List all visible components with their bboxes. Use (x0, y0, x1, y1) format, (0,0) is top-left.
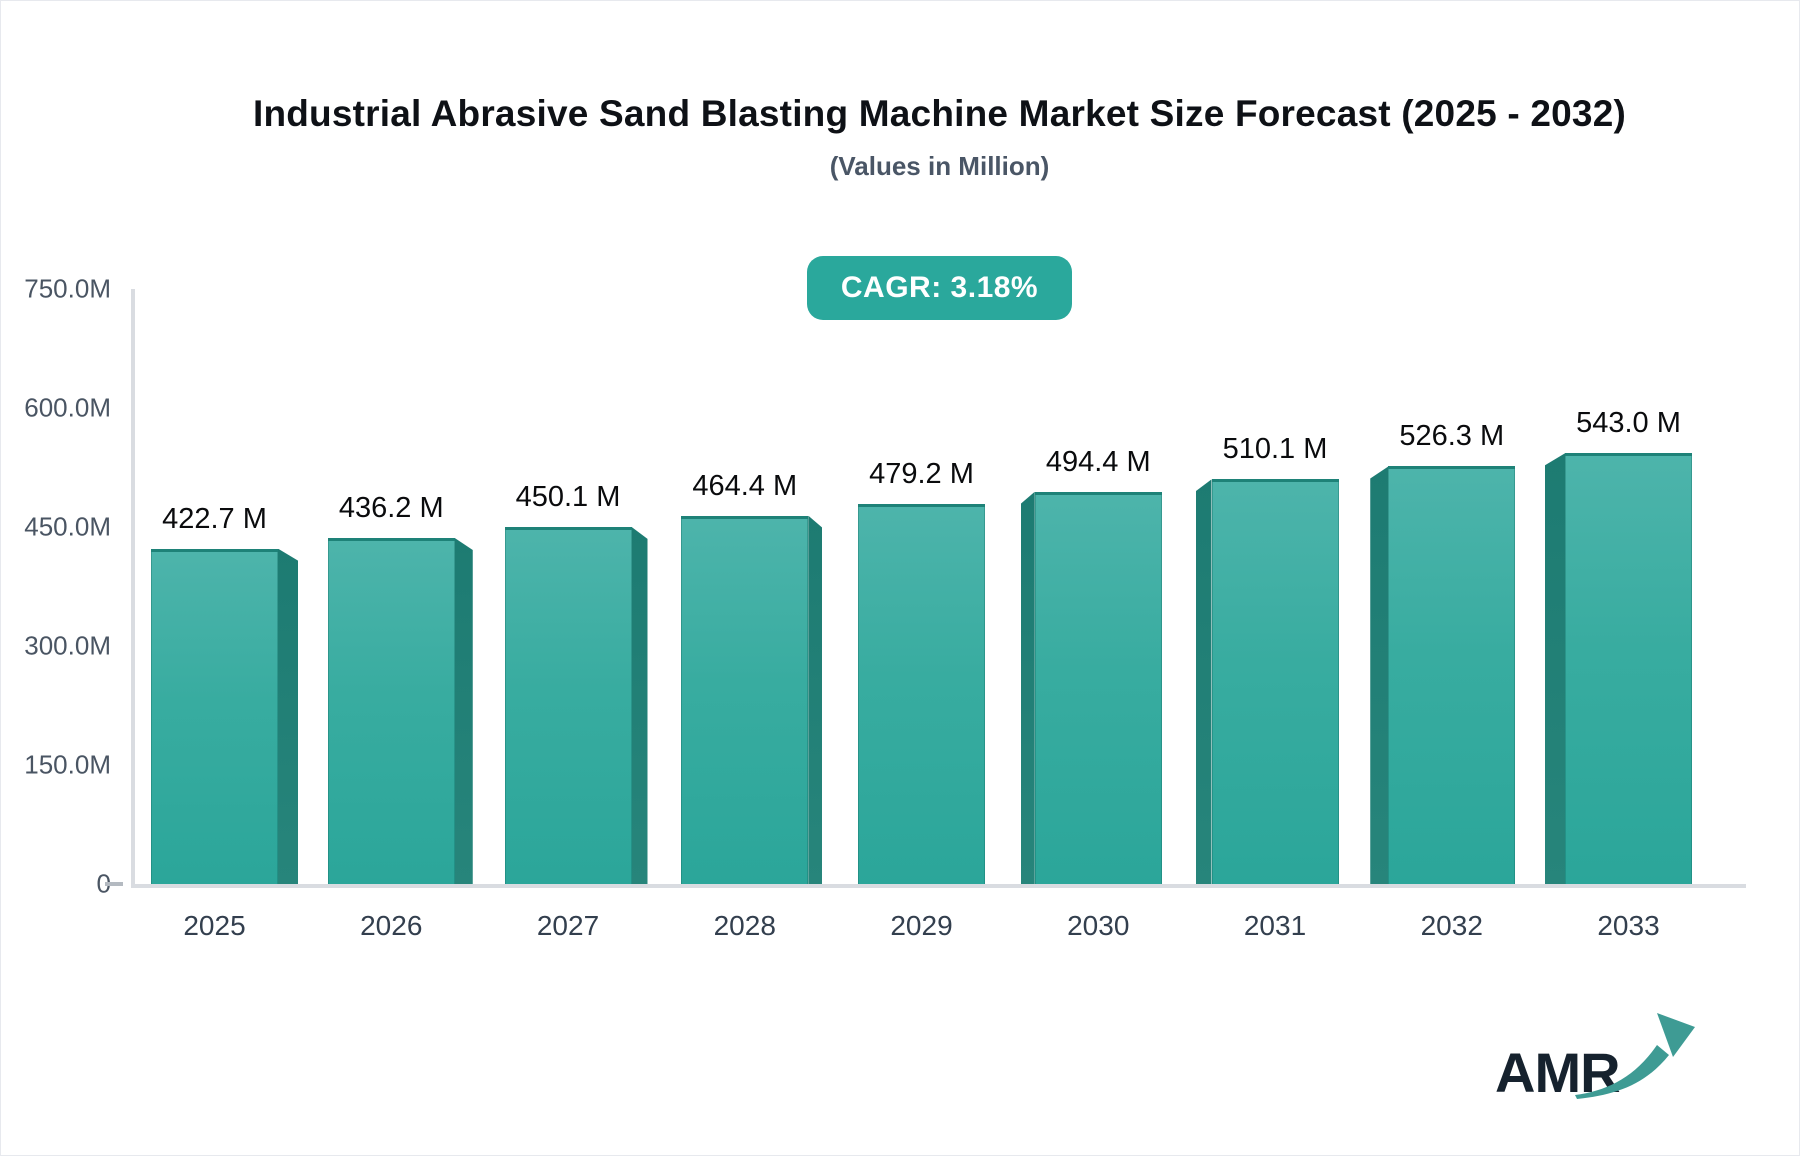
chart-title: Industrial Abrasive Sand Blasting Machin… (252, 93, 1627, 134)
x-axis-category-label: 2028 (713, 910, 776, 941)
bar-front-face (1565, 453, 1692, 884)
bar-side-face (454, 537, 473, 884)
bar-front-face (858, 503, 985, 884)
bar-value-label: 510.1 M (1222, 433, 1328, 466)
bar-value-label: 543.0 M (1576, 407, 1681, 440)
cagr-badge: CAGR: 3.18% (806, 256, 1073, 320)
x-axis-category-label: 2026 (360, 910, 423, 941)
bar-front-face (504, 526, 632, 884)
growth-arrow-icon (1575, 1013, 1695, 1099)
bar-2025 (151, 548, 298, 884)
bar-front-face (151, 548, 278, 884)
bar-side-face (1545, 453, 1565, 884)
bar-value-label: 422.7 M (162, 502, 267, 535)
chart-subtitle: (Values in Million) (829, 151, 1050, 181)
bar-side-face (278, 548, 298, 884)
x-axis-category-label: 2025 (183, 910, 246, 941)
bar-2033 (1545, 453, 1692, 884)
bar-2030 (1020, 491, 1162, 884)
bar-side-face (808, 515, 823, 884)
bar-side-face (1020, 491, 1035, 884)
bar-value-label: 436.2 M (338, 491, 444, 524)
bar-value-label: 450.1 M (515, 480, 621, 513)
y-axis-tick-label: 150.0M (24, 749, 111, 780)
bar-2029 (858, 503, 985, 884)
bar-front-face (681, 515, 809, 884)
bar-2026 (327, 537, 473, 884)
y-axis-tick-label: 300.0M (24, 630, 111, 661)
bar-side-face (1370, 466, 1389, 884)
y-axis-tick-label: 600.0M (24, 392, 111, 423)
x-axis-category-label: 2033 (1597, 910, 1660, 941)
bar-value-label: 526.3 M (1399, 420, 1505, 453)
bar-2031 (1195, 479, 1339, 884)
y-axis-tick-label: 0 (96, 868, 111, 899)
bar-front-face (1034, 491, 1162, 884)
x-axis-category-label: 2029 (890, 910, 953, 941)
y-axis-tick-label: 450.0M (24, 511, 111, 542)
bar-front-face (327, 537, 455, 884)
cagr-badge-wrap: CAGR: 3.18% (133, 256, 1746, 320)
zero-tick-mark (105, 882, 123, 886)
x-axis-category-label: 2027 (536, 910, 600, 941)
y-axis-tick-label: 750.0M (24, 273, 111, 304)
x-axis-line (131, 884, 1746, 888)
bar-side-face (631, 526, 648, 884)
bar-2027 (504, 526, 648, 884)
bar-value-label: 479.2 M (869, 457, 974, 490)
chart-header: Industrial Abrasive Sand Blasting Machin… (133, 93, 1746, 182)
amr-logo[interactable]: AMR (1495, 1013, 1695, 1107)
bar-2028 (681, 515, 823, 884)
y-axis-line (131, 289, 135, 888)
x-axis-category-label: 2030 (1067, 910, 1130, 941)
bar-front-face (1388, 466, 1516, 884)
bar-2032 (1370, 466, 1516, 884)
bar-value-label: 464.4 M (692, 469, 798, 502)
x-axis-category-label: 2031 (1243, 910, 1307, 941)
x-axis-category-label: 2032 (1420, 910, 1483, 941)
bar-front-face (1211, 479, 1339, 884)
bar-value-label: 494.4 M (1045, 445, 1151, 478)
bar-side-face (1195, 479, 1212, 884)
